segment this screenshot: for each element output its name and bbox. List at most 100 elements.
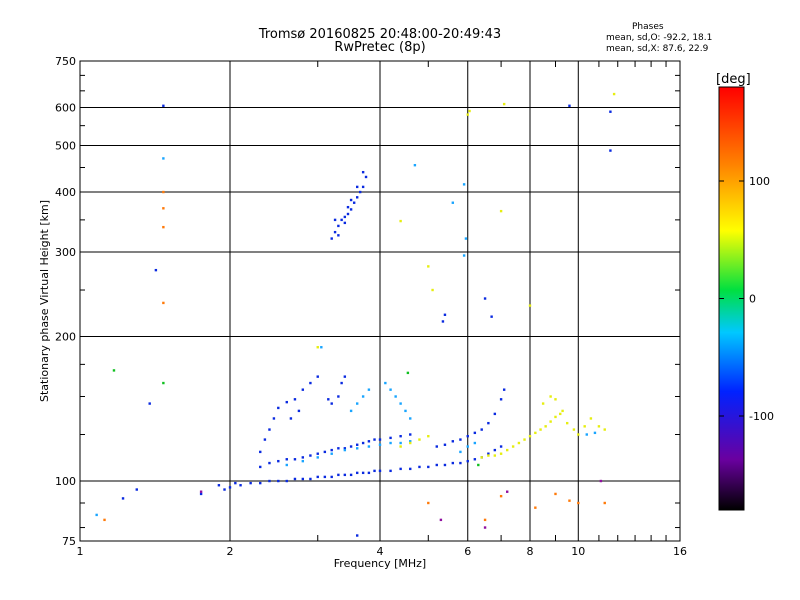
data-point [367,471,371,475]
data-point [349,208,353,211]
data-point [612,92,616,96]
grid-lines [80,61,680,541]
chart-title: Tromsø 20160825 20:48:00-20:49:43 [258,27,502,42]
y-tick-label: 750 [55,55,76,68]
data-point [418,465,421,469]
y-tick-label: 600 [55,102,76,115]
data-point [502,102,506,106]
data-point [487,452,490,455]
data-point [361,395,365,398]
data-point [355,185,359,189]
data-point [389,388,392,391]
data-point [483,526,487,529]
data-point [468,109,471,113]
data-point [337,234,340,237]
data-point [343,447,347,450]
data-point [409,467,412,471]
data-point [464,237,468,240]
data-point [609,110,612,113]
data-point [316,346,319,349]
data-point [451,440,455,443]
data-point [309,454,312,457]
data-point [559,412,562,416]
data-point [301,459,305,463]
data-point [316,475,319,479]
data-point [511,445,515,448]
data-point [323,475,327,479]
data-point [451,461,455,465]
data-point [343,375,347,378]
y-tick-label: 100 [55,475,76,488]
data-point [384,381,387,385]
data-point [333,230,337,234]
data-point [349,473,353,477]
data-point [301,456,305,459]
data-point [389,441,392,445]
data-point [473,458,477,461]
data-point [272,417,276,420]
data-point [316,375,319,378]
data-point [534,431,537,435]
x-axis-label: Frequency [MHz] [334,557,426,570]
y-tick-label: 300 [55,246,76,259]
data-point [561,409,564,413]
data-point [554,492,557,496]
data-point [549,395,552,398]
data-point [568,104,571,107]
data-point [340,218,343,222]
data-point [268,479,271,483]
data-point [477,463,480,467]
data-point [148,402,151,405]
data-point [355,443,359,446]
data-point [399,434,402,438]
colorbar-tick-label: 100 [749,175,770,188]
data-point [355,447,359,450]
data-point [228,486,232,489]
data-point [431,288,434,292]
data-point [549,420,552,423]
data-point [199,492,203,496]
data-point [378,469,382,473]
data-point [355,402,359,405]
x-tick-label: 6 [464,545,471,558]
x-tick-label: 16 [673,545,687,558]
data-point [462,254,466,257]
data-point [301,477,305,481]
data-point [364,175,368,179]
data-point [358,190,362,194]
data-point [499,398,503,401]
data-point [603,501,606,505]
data-point [399,467,402,471]
data-point [361,185,365,189]
data-point [95,513,98,517]
data-point [355,196,359,199]
data-point [505,448,509,452]
data-point [217,484,221,487]
data-point [487,421,490,425]
y-axis-label: Stationary phase Virtual Height [km] [38,200,51,402]
data-point [466,113,469,116]
data-point [418,438,421,441]
data-point [343,221,347,225]
data-point [409,441,412,445]
data-point [293,477,297,481]
data-point [378,443,382,446]
data-point [285,463,288,467]
data-point [330,402,333,405]
data-point [483,297,487,300]
data-point [399,219,402,223]
data-point [349,409,353,413]
data-point [337,395,340,398]
data-point [103,518,106,522]
data-point [487,454,490,457]
data-point [355,471,359,475]
data-point [427,465,430,469]
data-point [352,201,356,204]
x-axis-ticks: 1 2 4 6 8 10 16 [77,61,687,558]
data-point [355,534,359,537]
data-point [568,499,571,502]
data-point [337,224,340,228]
data-point [480,456,483,459]
data-point [293,458,297,461]
data-point [367,440,371,443]
